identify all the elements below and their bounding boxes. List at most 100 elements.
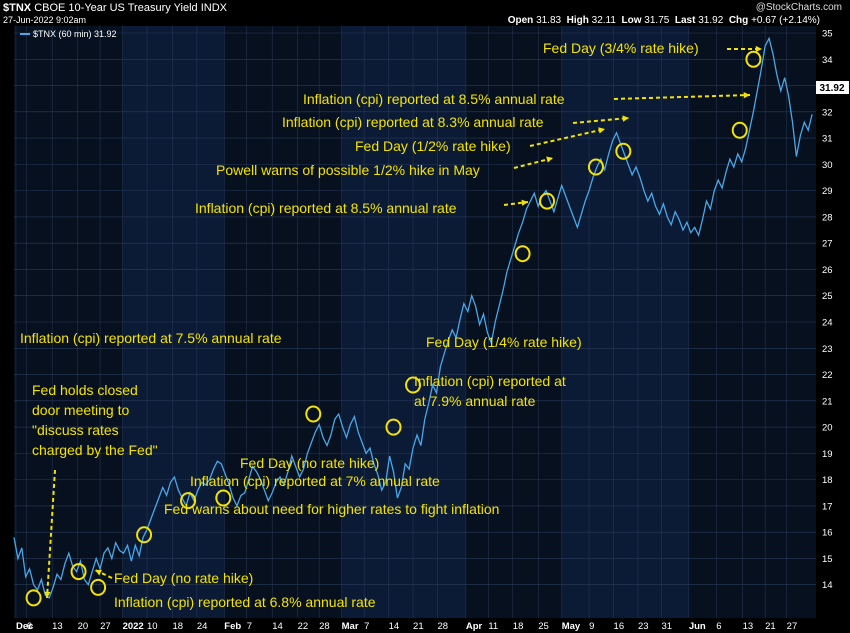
x-tick-label: 22 (298, 621, 309, 632)
chg-value: +0.67 (+2.14%) (751, 15, 820, 26)
event-label: Fed warns about need for higher rates to… (164, 501, 499, 517)
event-label-line: charged by the Fed" (32, 442, 158, 458)
low-value: 31.75 (644, 15, 670, 26)
x-tick-label: 21 (413, 621, 424, 632)
event-marker (514, 245, 531, 263)
event-arrowhead (521, 199, 528, 206)
event-label: Inflation (cpi) reported at 7% annual ra… (190, 473, 440, 489)
event-label: Fed Day (1/4% rate hike) (426, 334, 582, 350)
x-tick-label: Mar (342, 621, 359, 632)
y-tick-label: 23 (822, 344, 833, 355)
grid-lines (14, 26, 816, 618)
y-tick-label: 27 (822, 239, 833, 250)
x-tick-label: 2022 (123, 621, 144, 632)
y-tick-label: 18 (822, 475, 833, 486)
event-arrow (529, 128, 606, 147)
event-arrow (46, 469, 56, 599)
event-annotation: Fed Day (1/4% rate hike) (405, 334, 582, 394)
y-tick-label: 19 (822, 449, 833, 460)
event-marker (745, 50, 762, 68)
event-arrowhead (622, 115, 629, 122)
high-value: 32.11 (591, 15, 616, 26)
x-tick-label: 21 (765, 621, 776, 632)
event-annotation: Inflation (cpi) reported at 7% annual ra… (180, 473, 440, 510)
y-tick-label: 34 (822, 55, 833, 66)
legend-label: $TNX (60 min) 31.92 (33, 29, 117, 39)
ohlc-readout: Open 31.83 High 32.11 Low 31.75 Last 31.… (508, 15, 820, 26)
chart-header: $TNX CBOE 10-Year US Treasury Yield INDX… (0, 0, 850, 26)
y-tick-label: 32 (822, 107, 833, 118)
event-arrow (613, 94, 751, 100)
y-tick-label: 26 (822, 265, 833, 276)
last-value: 31.92 (698, 15, 724, 26)
high-label: High (566, 15, 589, 26)
event-annotation: Inflation (cpi) reported at 8.5% annual … (303, 91, 751, 139)
event-annotation: Fed holds closed door meeting to "discuss … (25, 382, 158, 607)
event-label-line: Powell warns of possible 1/2% hike in Ma… (216, 162, 480, 178)
legend: $TNX (60 min) 31.92 (20, 29, 117, 39)
event-label: Inflation (cpi) reported at 6.8% annual … (114, 594, 376, 610)
chg-label: Chg (728, 15, 749, 26)
event-label: Fed Day (no rate hike) (240, 455, 379, 471)
y-tick-label: 15 (822, 554, 833, 565)
event-marker (405, 376, 422, 394)
event-arrowhead (598, 127, 605, 134)
x-tick-label: May (562, 621, 581, 632)
x-tick-label: 20 (78, 621, 89, 632)
event-marker (305, 405, 322, 423)
y-tick-label: 21 (822, 396, 833, 407)
event-label-line: Inflation (cpi) reported at 8.5% annual … (195, 200, 457, 216)
event-label-line: "discuss rates (32, 422, 119, 438)
x-tick-label: 18 (513, 621, 524, 632)
x-tick-label: 6 (716, 621, 721, 632)
event-label-line: Fed Day (3/4% rate hike) (543, 40, 699, 56)
x-tick-label: 16 (614, 621, 625, 632)
event-arrowhead (546, 156, 553, 163)
event-annotation: Fed warns about need for higher rates to… (136, 501, 499, 544)
y-tick-label: 17 (822, 501, 833, 512)
y-tick-label: 31 (822, 134, 833, 145)
x-tick-label: 24 (197, 621, 208, 632)
event-marker (587, 158, 604, 176)
event-label: Powell warns of possible 1/2% hike in Ma… (216, 162, 480, 178)
y-tick-label: 14 (822, 580, 833, 591)
event-annotation: Inflation (cpi) reported at 8.5% annual … (195, 199, 531, 263)
event-arrow (572, 117, 630, 124)
badge-bg (816, 81, 849, 94)
event-label-line: Inflation (cpi) reported at (414, 373, 566, 389)
symbol-label: $TNX (3, 2, 32, 14)
x-tick-label: Dec (16, 621, 33, 632)
event-label-line: Inflation (cpi) reported at 8.3% annual … (282, 114, 544, 130)
event-arrowhead (743, 92, 750, 99)
event-label: Fed Day (no rate hike) (114, 570, 253, 586)
event-marker (539, 192, 556, 210)
x-tick-label: 23 (638, 621, 649, 632)
event-annotation: Inflation (cpi) reported at 8.3% annual … (282, 114, 632, 160)
open-value: 31.83 (536, 15, 562, 26)
x-tick-label: 14 (389, 621, 400, 632)
event-annotation: Inflation (cpi) reported at at 7.9% annua… (385, 373, 566, 436)
last-label: Last (674, 15, 696, 26)
event-label: Inflation (cpi) reported at 7.5% annual … (20, 330, 282, 346)
x-axis-bg (0, 618, 850, 633)
event-marker (90, 578, 107, 596)
event-label-line: Inflation (cpi) reported at 7% annual ra… (190, 473, 440, 489)
event-annotation: Inflation (cpi) reported at 6.8% annual … (90, 578, 376, 610)
open-label: Open (507, 15, 534, 26)
y-tick-label: 35 (822, 29, 833, 40)
x-tick-label: 25 (538, 621, 549, 632)
x-tick-label: 7 (247, 621, 252, 632)
y-tick-label: 30 (822, 160, 833, 171)
y-tick-label: 24 (822, 318, 833, 329)
event-label: Inflation (cpi) reported at 8.5% annual … (303, 91, 565, 107)
event-label: Inflation (cpi) reported at at 7.9% annua… (414, 373, 566, 409)
event-label: Fed Day (3/4% rate hike) (543, 40, 699, 56)
title-line: $TNX CBOE 10-Year US Treasury Yield INDX (3, 2, 227, 14)
x-tick-label: 31 (661, 621, 672, 632)
y-axis-bg (816, 26, 850, 633)
event-label-line: Fed Day (1/2% rate hike) (355, 138, 511, 154)
y-tick-label: 25 (822, 291, 833, 302)
last-price-badge: 31.92 (816, 81, 849, 94)
